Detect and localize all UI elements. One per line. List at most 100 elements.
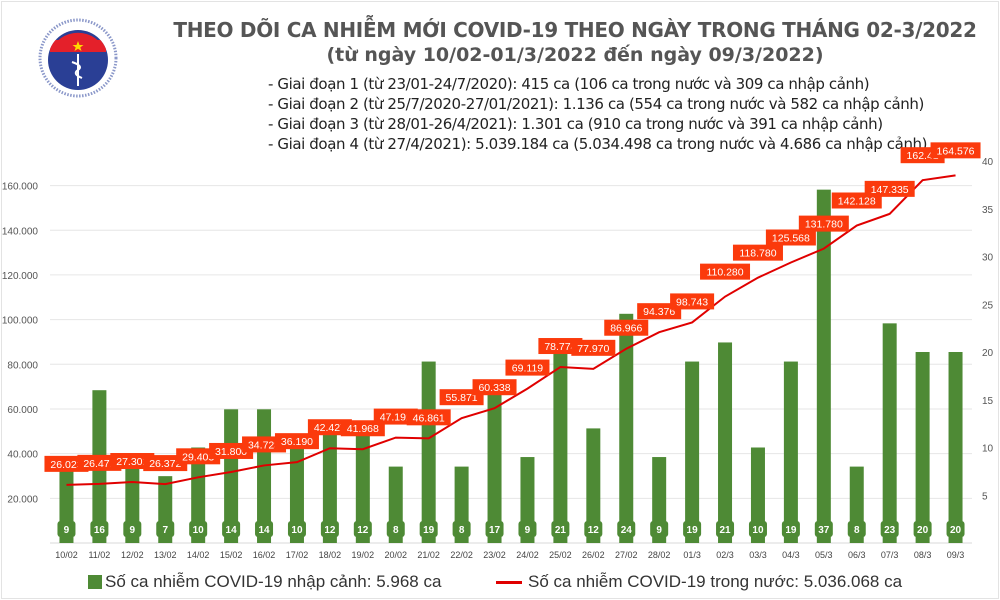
right-axis-tick-label: 40 bbox=[982, 157, 994, 168]
right-axis-tick-label: 35 bbox=[982, 205, 994, 216]
bar bbox=[685, 361, 700, 543]
phase-item: - Giai đoạn 4 (từ 27/4/2021): 5.039.184 … bbox=[268, 135, 928, 153]
legend-item-imported: Số ca nhiễm COVID-19 nhập cảnh: 5.968 ca bbox=[88, 572, 441, 592]
bar bbox=[915, 352, 930, 543]
right-axis-tick-label: 5 bbox=[982, 491, 988, 502]
line-value-label: 142.128 bbox=[838, 195, 876, 207]
right-axis-tick-label: 10 bbox=[982, 444, 994, 455]
bar-value-label-bg bbox=[814, 521, 833, 537]
legend-label: Số ca nhiễm COVID-19 nhập cảnh: 5.968 ca bbox=[105, 572, 442, 591]
x-axis-tick-label: 20/02 bbox=[384, 550, 407, 560]
x-axis-tick-label: 07/3 bbox=[881, 550, 899, 560]
bar-value-label: 14 bbox=[226, 525, 238, 536]
bar bbox=[224, 409, 239, 543]
bar-value-label-bg bbox=[781, 521, 800, 537]
bar-value-label-bg bbox=[287, 521, 306, 537]
line-value-label-bg bbox=[930, 142, 981, 159]
line-value-label: 60.338 bbox=[478, 382, 510, 394]
legend-item-domestic: Số ca nhiễm COVID-19 trong nước: 5.036.0… bbox=[496, 572, 902, 592]
legend-swatch-bar bbox=[88, 575, 102, 589]
bar bbox=[355, 428, 370, 543]
line-value-label: 125.568 bbox=[772, 232, 810, 244]
bar-value-label: 9 bbox=[130, 525, 136, 536]
bar-value-label-bg bbox=[419, 521, 438, 537]
x-axis-tick-label: 05/3 bbox=[815, 550, 833, 560]
line-value-label-bg bbox=[864, 180, 915, 197]
x-axis-tick-label: 27/02 bbox=[615, 550, 638, 560]
bar-value-label-bg bbox=[683, 521, 702, 537]
bar-value-label: 9 bbox=[64, 525, 70, 536]
bar-value-label: 16 bbox=[94, 525, 106, 536]
x-axis-tick-label: 19/02 bbox=[352, 550, 375, 560]
bar-value-label: 14 bbox=[258, 525, 270, 536]
left-axis-tick-label: 40.000 bbox=[7, 450, 38, 461]
bar-value-label-bg bbox=[946, 521, 965, 537]
line-value-label: 77.970 bbox=[577, 343, 609, 355]
x-axis-tick-label: 18/02 bbox=[319, 550, 342, 560]
bar-value-label: 37 bbox=[818, 525, 830, 536]
bar-value-label-bg bbox=[222, 521, 241, 537]
line-value-label-bg bbox=[571, 339, 616, 356]
left-axis-tick-label: 100.000 bbox=[2, 316, 39, 327]
bar-value-label-bg bbox=[255, 521, 274, 537]
x-axis-tick-label: 11/02 bbox=[88, 550, 110, 560]
line-value-label: 29.403 bbox=[182, 451, 214, 463]
right-axis-tick-label: 30 bbox=[982, 253, 994, 264]
bar-value-label: 24 bbox=[621, 525, 633, 536]
line-value-label: 27.302 bbox=[116, 456, 148, 468]
phase-item: - Giai đoạn 1 (từ 23/01-24/7/2020): 415 … bbox=[268, 75, 870, 93]
right-axis-tick-label: 25 bbox=[982, 300, 994, 311]
bar bbox=[586, 428, 601, 543]
bar bbox=[948, 352, 963, 543]
phase-item: - Giai đoạn 3 (từ 28/01-26/4/2021): 1.30… bbox=[268, 115, 883, 133]
bar-value-label-bg bbox=[551, 521, 570, 537]
line-value-label: 94.376 bbox=[643, 306, 675, 318]
line-value-label: 31.800 bbox=[215, 446, 247, 458]
x-axis-tick-label: 16/02 bbox=[253, 550, 276, 560]
bar-value-label-bg bbox=[156, 521, 175, 537]
bar-value-label: 8 bbox=[393, 525, 399, 536]
phase-list: - Giai đoạn 1 (từ 23/01-24/7/2020): 415 … bbox=[268, 74, 928, 154]
line-value-label-bg bbox=[732, 244, 783, 261]
line-value-label: 110.280 bbox=[706, 267, 743, 279]
bar-value-label-bg bbox=[123, 521, 142, 537]
bar-value-label-bg bbox=[716, 521, 735, 537]
line-value-label: 118.780 bbox=[739, 248, 776, 260]
line-value-label: 164.576 bbox=[937, 145, 975, 157]
bar-value-label: 20 bbox=[917, 525, 929, 536]
bar-value-label: 8 bbox=[854, 525, 860, 536]
bar bbox=[487, 380, 502, 543]
bar-value-label-bg bbox=[386, 521, 405, 537]
line-value-label-bg bbox=[798, 215, 849, 232]
bar-value-label-bg bbox=[913, 521, 932, 537]
line-value-label-bg bbox=[406, 409, 451, 426]
bar-value-label-bg bbox=[847, 521, 866, 537]
right-axis-tick-label: 20 bbox=[982, 348, 994, 359]
line-value-label-bg bbox=[274, 433, 319, 450]
bar-value-label: 19 bbox=[423, 525, 435, 536]
line-value-label-bg bbox=[505, 359, 550, 376]
left-axis-tick-label: 120.000 bbox=[2, 271, 39, 282]
x-axis-tick-label: 14/02 bbox=[187, 550, 210, 560]
bar-value-label-bg bbox=[518, 521, 537, 537]
x-axis-tick-label: 01/3 bbox=[683, 550, 701, 560]
x-axis-tick-label: 23/02 bbox=[483, 550, 506, 560]
bar bbox=[289, 447, 304, 543]
phase-item: - Giai đoạn 2 (từ 25/7/2020-27/01/2021):… bbox=[268, 95, 924, 113]
x-axis-tick-label: 06/3 bbox=[848, 550, 866, 560]
x-axis-tick-label: 15/02 bbox=[220, 550, 243, 560]
x-axis-tick-label: 25/02 bbox=[549, 550, 572, 560]
bar bbox=[421, 361, 436, 543]
bar-value-label: 10 bbox=[193, 525, 205, 536]
bar bbox=[619, 313, 634, 543]
line-value-label-bg bbox=[670, 293, 715, 310]
legend-swatch-line bbox=[496, 580, 522, 584]
ministry-of-health-logo bbox=[38, 18, 118, 98]
x-axis-tick-label: 22/02 bbox=[450, 550, 473, 560]
line-value-label: 34.723 bbox=[248, 439, 280, 451]
bar bbox=[191, 447, 206, 543]
bar bbox=[816, 189, 831, 543]
line-value-label: 55.871 bbox=[446, 392, 478, 404]
line-value-label: 86.966 bbox=[610, 323, 642, 335]
